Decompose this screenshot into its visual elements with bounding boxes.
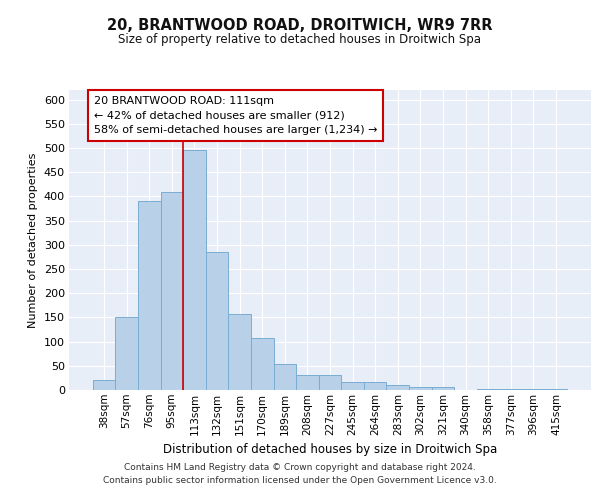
Bar [341,382,364,390]
Bar [93,380,115,390]
Bar [183,150,206,390]
Bar [386,385,409,390]
Bar [251,338,274,390]
Text: Size of property relative to detached houses in Droitwich Spa: Size of property relative to detached ho… [119,32,482,46]
Bar [409,387,431,390]
Bar [499,388,522,390]
Bar [477,388,499,390]
Bar [274,364,296,390]
Bar [545,388,567,390]
Bar [161,192,183,390]
Text: 20 BRANTWOOD ROAD: 111sqm
← 42% of detached houses are smaller (912)
58% of semi: 20 BRANTWOOD ROAD: 111sqm ← 42% of detac… [94,96,377,136]
Bar [364,382,386,390]
Bar [319,376,341,390]
Bar [206,252,229,390]
Y-axis label: Number of detached properties: Number of detached properties [28,152,38,328]
Text: 20, BRANTWOOD ROAD, DROITWICH, WR9 7RR: 20, BRANTWOOD ROAD, DROITWICH, WR9 7RR [107,18,493,32]
Bar [138,202,161,390]
Bar [296,376,319,390]
Bar [115,318,138,390]
Bar [431,386,454,390]
X-axis label: Distribution of detached houses by size in Droitwich Spa: Distribution of detached houses by size … [163,443,497,456]
Bar [229,314,251,390]
Text: Contains HM Land Registry data © Crown copyright and database right 2024.
Contai: Contains HM Land Registry data © Crown c… [103,464,497,485]
Bar [522,388,545,390]
